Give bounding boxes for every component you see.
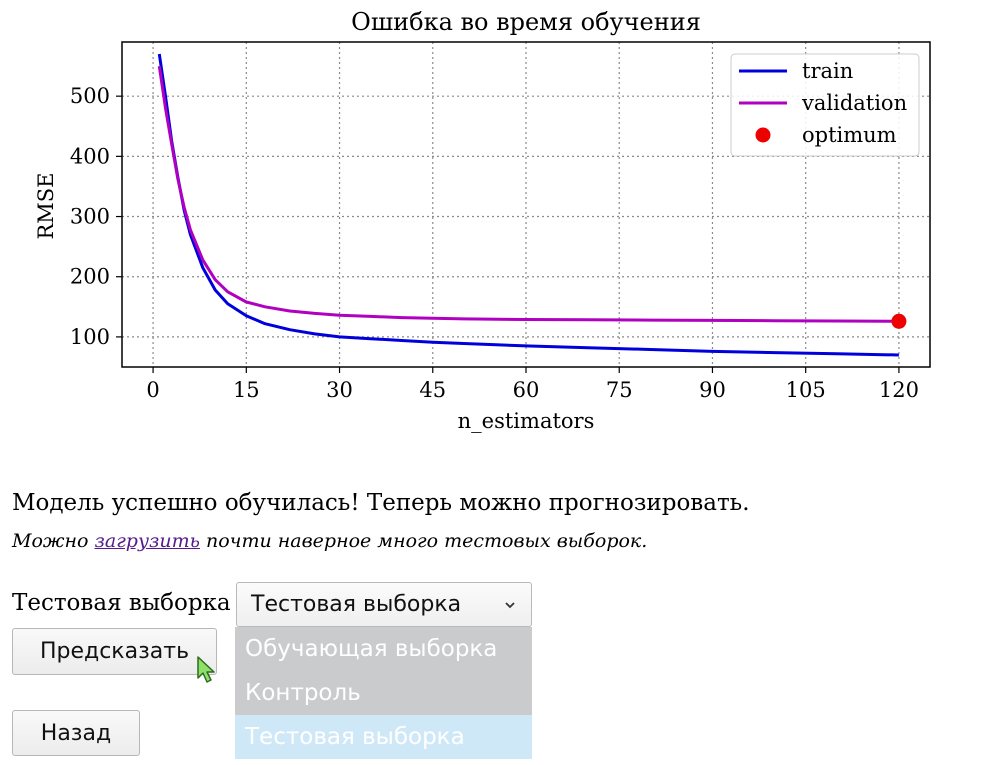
y-axis-ticks: 100 200 300 400 500: [70, 84, 122, 349]
chart-series: [157, 53, 907, 357]
y-tick-label: 200: [70, 265, 110, 289]
hint-suffix: почти наверное много тестовых выборок.: [199, 530, 648, 552]
success-message: Модель успешно обучилась! Теперь можно п…: [12, 490, 750, 516]
x-axis-ticks: 0 15 30 45 60 75 90 105 120: [146, 367, 919, 402]
predict-button[interactable]: Предсказать: [12, 628, 217, 675]
legend-label-optimum: optimum: [802, 123, 897, 147]
mouse-cursor-icon: [197, 656, 215, 683]
x-tick-label: 60: [513, 378, 540, 402]
x-tick-label: 105: [786, 378, 826, 402]
hint-prefix: Можно: [12, 530, 95, 552]
y-tick-label: 300: [70, 205, 110, 229]
legend-label-validation: validation: [801, 91, 907, 115]
legend-swatch-optimum: [755, 127, 771, 143]
chart-title: Ошибка во время обучения: [351, 8, 701, 36]
dropdown-option-train[interactable]: Обучающая выборка: [235, 627, 532, 671]
x-tick-label: 45: [419, 378, 446, 402]
x-tick-label: 90: [699, 378, 726, 402]
x-tick-label: 30: [326, 378, 353, 402]
x-tick-label: 0: [146, 378, 159, 402]
x-tick-label: 75: [606, 378, 633, 402]
dropdown-option-test[interactable]: Тестовая выборка: [235, 715, 532, 759]
y-tick-label: 100: [70, 325, 110, 349]
dropdown-option-control[interactable]: Контроль: [235, 671, 532, 715]
series-optimum-point: [891, 313, 907, 329]
training-error-chart: Ошибка во время обучения 0 15 30 45 60 75 90 10…: [34, 8, 931, 433]
sample-dropdown-list: Обучающая выборка Контроль Тестовая выбо…: [235, 627, 532, 759]
x-axis-label: n_estimators: [458, 409, 595, 433]
x-tick-label: 120: [879, 378, 919, 402]
sample-select-value: Тестовая выборка: [251, 592, 462, 617]
series-validation-line: [157, 65, 899, 323]
chart-legend: train validation optimum: [730, 53, 920, 157]
back-button[interactable]: Назад: [12, 710, 140, 756]
y-axis-label: RMSE: [34, 172, 58, 239]
upload-link[interactable]: загрузить: [94, 530, 200, 552]
upload-hint: Можно загрузить почти наверное много тес…: [12, 530, 647, 552]
y-tick-label: 500: [70, 84, 110, 108]
sample-select-label: Тестовая выборка: [12, 590, 231, 616]
x-tick-label: 15: [233, 378, 260, 402]
sample-select[interactable]: Тестовая выборка: [236, 582, 532, 627]
y-tick-label: 400: [70, 144, 110, 168]
legend-label-train: train: [802, 59, 853, 83]
chevron-down-icon: [505, 602, 515, 609]
chart-grid: [122, 42, 930, 367]
